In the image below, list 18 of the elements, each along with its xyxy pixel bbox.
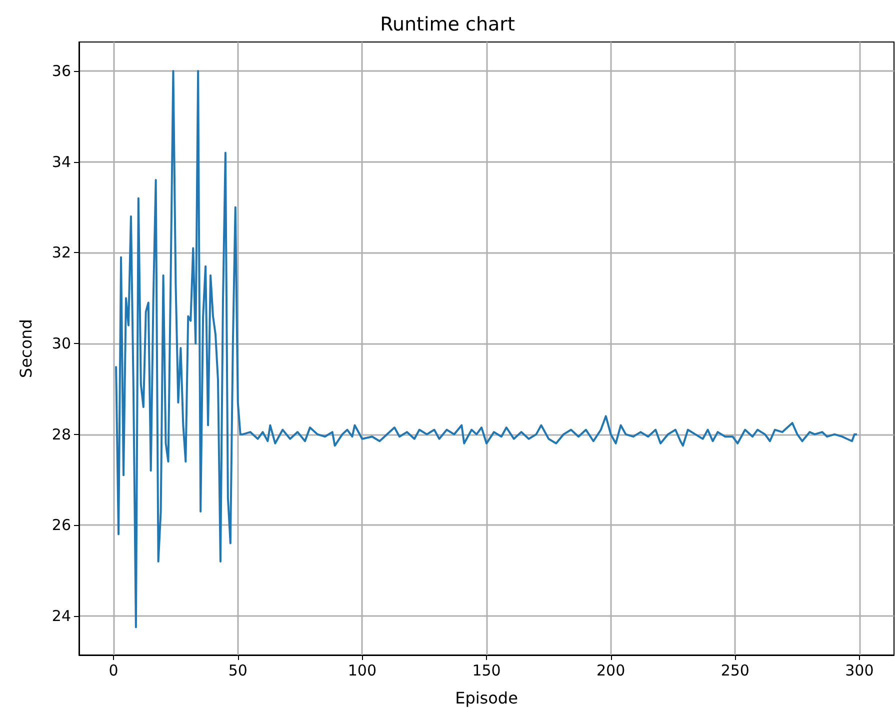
x-axis-title: Episode (455, 688, 518, 708)
y-tick-label: 28 (52, 425, 71, 444)
y-tick-label: 30 (52, 334, 71, 353)
x-tick-label: 100 (348, 662, 377, 680)
line-series (115, 70, 858, 628)
chart-title: Runtime chart (380, 14, 515, 36)
x-tick-label: 0 (108, 662, 118, 680)
y-tick-label: 36 (52, 62, 71, 80)
x-tick-label: 50 (228, 662, 248, 680)
y-axis-title: Second (16, 319, 36, 378)
y-tick-label: 26 (52, 516, 71, 534)
x-tick-label: 200 (596, 662, 626, 680)
x-tick-label: 150 (472, 662, 501, 680)
y-tick-label: 32 (52, 244, 71, 262)
x-tick-label: 300 (845, 662, 874, 680)
y-tick-label: 34 (52, 152, 71, 171)
y-tick-label: 24 (52, 606, 71, 625)
x-tick-label: 250 (720, 662, 750, 680)
